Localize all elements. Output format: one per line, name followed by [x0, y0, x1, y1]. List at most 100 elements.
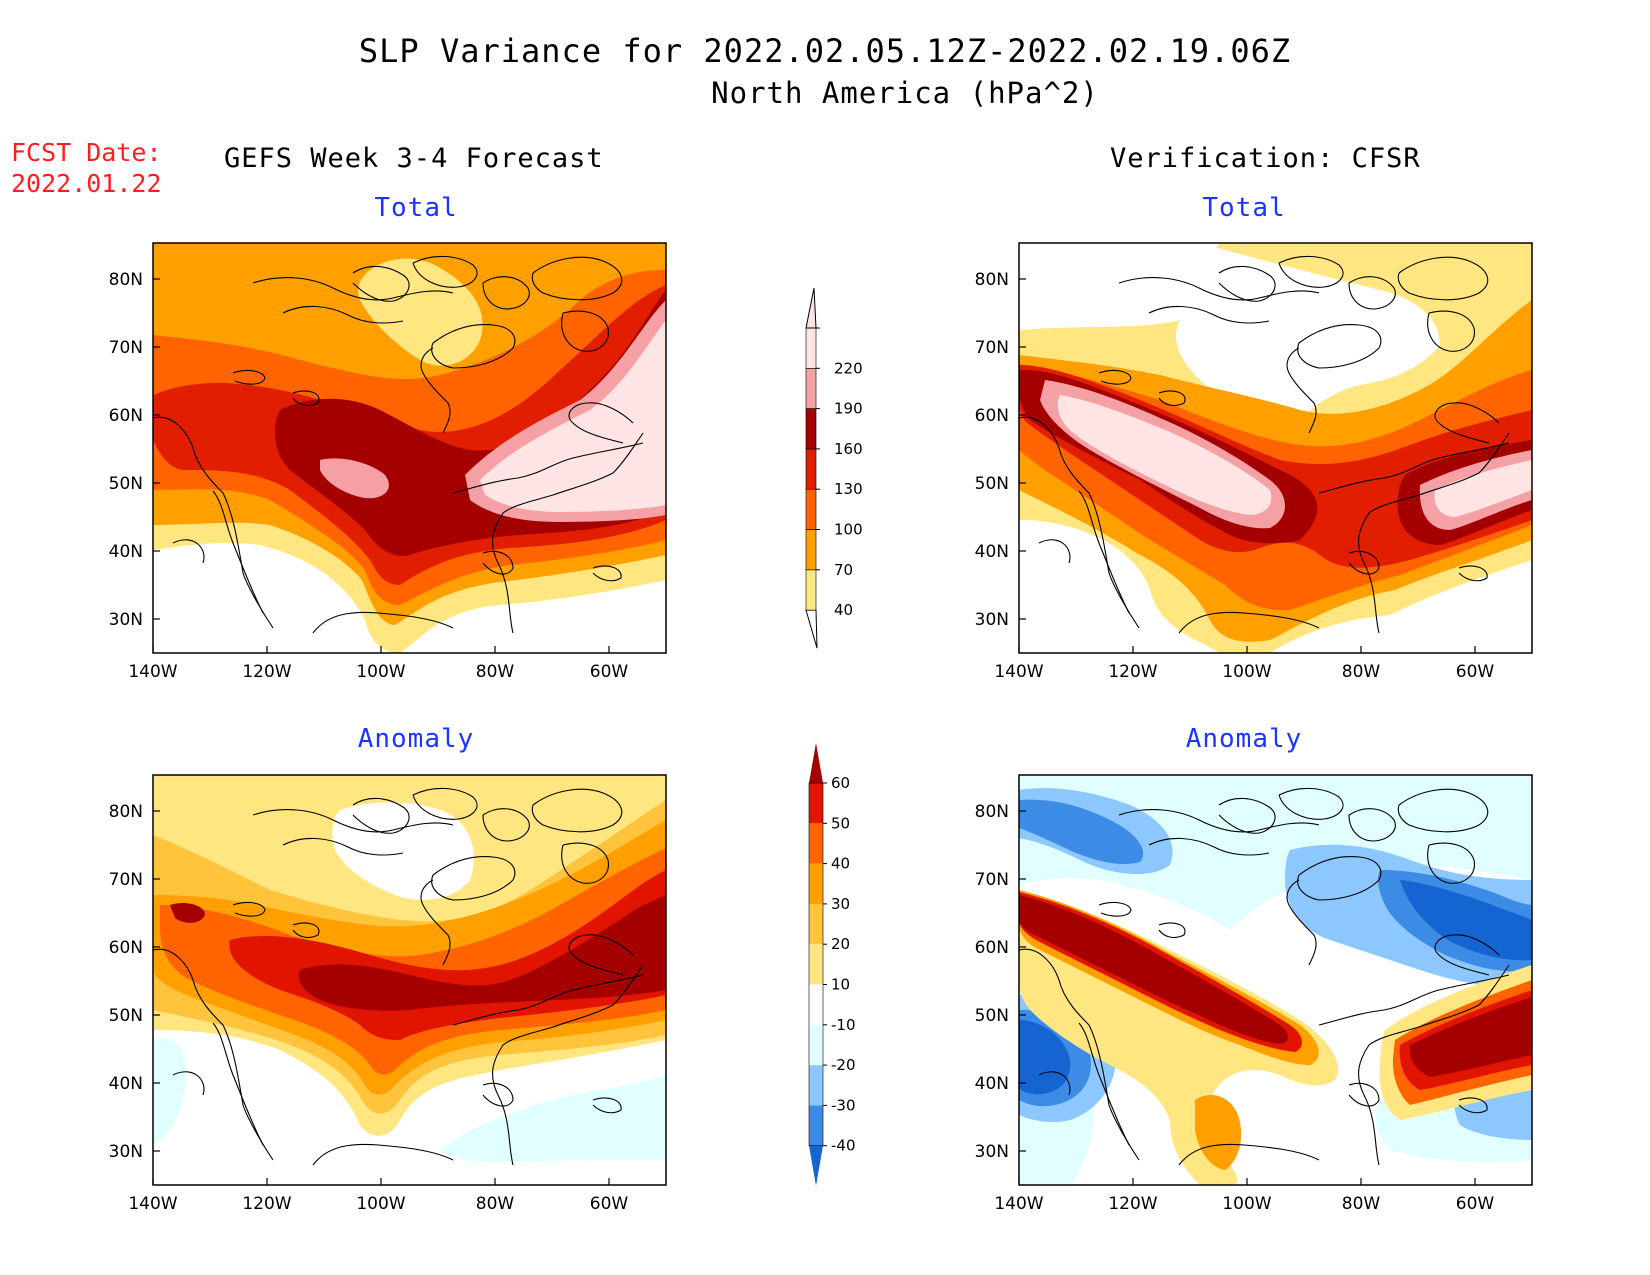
lat-tick-label: 40N — [109, 1074, 143, 1094]
right-column-heading: Verification: CFSR — [1110, 143, 1421, 174]
lon-tick-label: 80W — [1342, 1194, 1381, 1214]
lat-tick-label: 70N — [975, 338, 1009, 358]
page-subtitle: North America (hPa^2) — [711, 76, 1099, 110]
page-title: SLP Variance for 2022.02.05.12Z-2022.02.… — [358, 32, 1292, 70]
lat-tick-label: 40N — [975, 542, 1009, 562]
lon-tick-label: 80W — [476, 662, 515, 682]
lat-tick-label: 70N — [109, 338, 143, 358]
lat-tick-label: 80N — [975, 802, 1009, 822]
lon-tick-label: 140W — [128, 1194, 177, 1214]
colorbar-upper-end — [805, 287, 817, 329]
colorbar-lower-end — [805, 609, 818, 649]
lat-tick-label: 50N — [975, 474, 1009, 494]
fcst-date-label: FCST Date: — [11, 138, 162, 167]
lat-tick-label: 60N — [109, 938, 143, 958]
colorbar-tick-label: 40 — [834, 601, 853, 619]
colorbar-swatch — [809, 863, 823, 904]
colorbar-swatch — [805, 408, 817, 450]
colorbar-tick-label: 50 — [831, 814, 850, 832]
colorbar-tick-label: -40 — [831, 1137, 856, 1155]
lat-tick-label: 60N — [975, 938, 1009, 958]
lon-tick-label: 60W — [590, 662, 629, 682]
colorbar-tick-label: 30 — [831, 895, 850, 913]
colorbar-tick-label: 10 — [831, 976, 850, 994]
colorbar-swatch — [809, 783, 823, 824]
lat-tick-label: 70N — [109, 870, 143, 890]
fcst-total-title: Total — [374, 193, 458, 223]
colorbar-tick-label: 20 — [831, 935, 850, 953]
lat-tick-label: 80N — [975, 270, 1009, 290]
lon-tick-label: 80W — [476, 1194, 515, 1214]
lon-tick-label: 100W — [356, 1194, 405, 1214]
lon-tick-label: 120W — [1108, 662, 1157, 682]
lon-tick-label: 140W — [128, 662, 177, 682]
lon-tick-label: 80W — [1342, 662, 1381, 682]
colorbar-upper-arrow — [809, 743, 823, 783]
colorbar-swatch — [809, 1024, 823, 1066]
axes-layer: 80N 70N 60N 50N 40N 30N 140W 120W 100W 80W 60W 80N 7… — [109, 270, 1495, 1214]
colorbar-swatch — [805, 529, 817, 571]
lon-tick-label: 60W — [590, 1194, 629, 1214]
colorbar-tick-label: 70 — [834, 561, 853, 579]
lon-tick-label: 60W — [1456, 662, 1495, 682]
colorbar-tick-label: -20 — [831, 1056, 856, 1074]
fcst-total-map — [152, 242, 667, 654]
colorbar-tick-label: 130 — [834, 480, 863, 498]
total-colorbar: 40 70 100 130 160 190 220 — [805, 287, 863, 649]
colorbar-swatch — [809, 984, 823, 1025]
lon-tick-label: 140W — [994, 1194, 1043, 1214]
colorbar-swatch — [809, 1065, 823, 1106]
lat-tick-label: 80N — [109, 802, 143, 822]
fcst-anomaly-map — [152, 774, 667, 1186]
colorbar-swatch — [809, 944, 823, 985]
lat-tick-label: 40N — [975, 1074, 1009, 1094]
colorbar-frame — [808, 782, 824, 1147]
colorbar-tick-label: 60 — [831, 774, 850, 792]
colorbar-swatch — [809, 903, 823, 945]
lon-tick-label: 100W — [1222, 662, 1271, 682]
colorbar-tick-label: 40 — [831, 855, 850, 873]
lat-tick-label: 80N — [109, 270, 143, 290]
colorbar-swatch — [805, 488, 817, 530]
colorbar-tick-label: 100 — [834, 521, 863, 539]
colorbar-tick-label: 220 — [834, 359, 863, 377]
lon-tick-label: 120W — [242, 1194, 291, 1214]
verif-anomaly-map — [1018, 774, 1533, 1186]
fcst-anomaly-title: Anomaly — [357, 724, 475, 754]
colorbar-tick-label: 160 — [834, 440, 863, 458]
lat-tick-label: 60N — [109, 406, 143, 426]
lon-tick-label: 140W — [994, 662, 1043, 682]
colorbar-swatch — [805, 367, 817, 409]
lon-tick-label: 100W — [1222, 1194, 1271, 1214]
lon-tick-label: 120W — [242, 662, 291, 682]
colorbar-swatch — [805, 569, 817, 611]
lat-tick-label: 30N — [109, 610, 143, 630]
colorbar-swatch — [809, 1105, 823, 1146]
left-column-heading: GEFS Week 3-4 Forecast — [224, 143, 604, 174]
lon-tick-label: 100W — [356, 662, 405, 682]
fcst-date-block: FCST Date: 2022.01.22 — [11, 137, 162, 199]
lat-tick-label: 60N — [975, 406, 1009, 426]
lat-tick-label: 50N — [975, 1006, 1009, 1026]
lat-tick-label: 40N — [109, 542, 143, 562]
lat-tick-label: 50N — [109, 474, 143, 494]
colorbar-tick-label: -10 — [831, 1016, 856, 1034]
colorbar-swatch — [809, 823, 823, 864]
lat-tick-label: 30N — [975, 610, 1009, 630]
lat-tick-label: 30N — [109, 1142, 143, 1162]
lon-tick-label: 120W — [1108, 1194, 1157, 1214]
colorbar-swatch — [805, 327, 817, 369]
colorbar-swatch — [805, 448, 817, 490]
colorbar-tick-label: -30 — [831, 1096, 856, 1114]
verif-anomaly-title: Anomaly — [1185, 724, 1303, 754]
verif-total-map — [1018, 242, 1533, 654]
lat-tick-label: 70N — [975, 870, 1009, 890]
colorbar-tick-label: 190 — [834, 400, 863, 418]
anomaly-colorbar: -40 -30 -20 -10 10 20 30 40 50 60 — [808, 743, 856, 1186]
colorbar-lower-arrow — [809, 1145, 823, 1186]
lat-tick-label: 30N — [975, 1142, 1009, 1162]
fcst-date-value: 2022.01.22 — [11, 169, 162, 198]
verif-total-title: Total — [1202, 193, 1286, 223]
lat-tick-label: 50N — [109, 1006, 143, 1026]
